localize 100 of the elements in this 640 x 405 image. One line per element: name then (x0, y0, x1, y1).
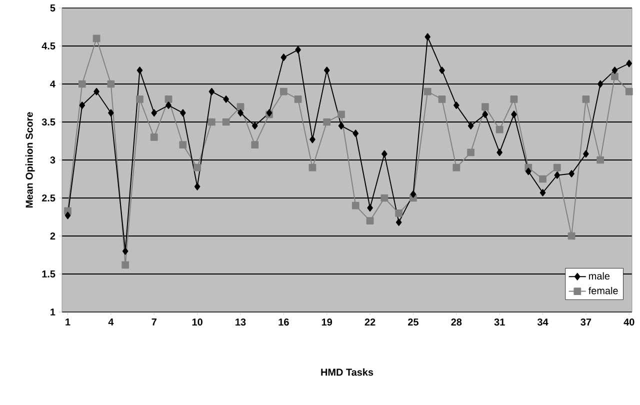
point (107, 80, 115, 88)
point (324, 66, 330, 74)
point (150, 134, 158, 141)
point (294, 96, 302, 103)
y-tick-label: 3.5 (42, 118, 56, 126)
point (554, 172, 560, 179)
point (180, 109, 186, 117)
x-tick-label: 28 (451, 318, 462, 326)
legend-label: female (588, 286, 618, 294)
legend-label: male (589, 272, 610, 280)
point (439, 66, 445, 74)
point (64, 212, 71, 220)
x-tick-label: 4 (108, 318, 114, 326)
point (382, 150, 388, 158)
point (568, 170, 574, 178)
y-tick-label: 5 (50, 4, 56, 12)
point (338, 122, 344, 130)
point (352, 202, 360, 210)
x-tick-label: 34 (537, 318, 548, 326)
point (454, 102, 460, 109)
point (452, 164, 460, 172)
point (122, 248, 128, 255)
y-axis-title: Mean Opinion Score (26, 112, 35, 208)
point (223, 96, 229, 103)
point (208, 88, 215, 96)
point (122, 261, 130, 269)
point (280, 54, 287, 62)
x-tick-label: 7 (152, 318, 156, 326)
y-tick-label: 3 (50, 156, 56, 164)
y-tick-label: 1 (50, 308, 56, 316)
point (496, 148, 502, 156)
point (194, 164, 201, 172)
point (438, 96, 446, 103)
point (238, 109, 244, 117)
point (611, 72, 618, 80)
point (468, 122, 474, 130)
point (136, 66, 143, 74)
point (568, 232, 576, 240)
y-tick-label: 2.5 (42, 194, 56, 202)
point (236, 103, 244, 110)
point (424, 88, 432, 96)
y-tick-label: 2 (50, 232, 56, 240)
point (78, 80, 86, 88)
x-tick-label: 13 (236, 318, 246, 326)
point (583, 150, 589, 158)
point (396, 218, 402, 226)
point (94, 88, 100, 96)
point (308, 164, 316, 172)
point (222, 118, 230, 126)
point (395, 210, 403, 217)
x-axis-title: HMD Tasks (321, 368, 374, 376)
point (295, 46, 301, 54)
point (352, 130, 359, 138)
point (367, 204, 373, 212)
point (482, 103, 489, 110)
point (310, 136, 316, 144)
x-tick-label: 22 (364, 318, 376, 326)
y-tick-label: 4.5 (42, 42, 56, 50)
point (424, 33, 430, 41)
point (179, 141, 187, 148)
point (79, 102, 86, 109)
point (626, 60, 632, 68)
x-tick-label: 37 (580, 318, 592, 326)
point (252, 122, 258, 130)
point (612, 66, 618, 74)
point (151, 109, 158, 117)
point (597, 80, 604, 88)
point (539, 175, 546, 183)
y-tick-label: 4 (50, 80, 56, 88)
point (338, 110, 345, 118)
point (380, 194, 388, 202)
point (596, 156, 604, 164)
point (510, 96, 518, 103)
point (582, 96, 590, 103)
x-tick-label: 40 (624, 318, 634, 326)
point (482, 110, 488, 118)
y-tick-label: 1.5 (42, 270, 56, 278)
point (366, 217, 374, 224)
point (166, 102, 172, 109)
point (525, 168, 532, 176)
x-tick-label: 19 (322, 318, 332, 326)
point (208, 118, 216, 126)
point (540, 188, 546, 196)
point (194, 182, 200, 190)
point (511, 110, 517, 118)
x-tick-label: 10 (192, 318, 202, 326)
x-tick-label: 25 (408, 318, 418, 326)
point (467, 148, 474, 156)
point (136, 96, 144, 103)
point (108, 109, 114, 117)
point (280, 88, 288, 96)
point (164, 96, 172, 103)
x-tick-label: 1 (66, 318, 70, 326)
point (410, 190, 416, 198)
point (625, 88, 633, 96)
point (553, 164, 561, 172)
point (323, 118, 331, 126)
point (496, 126, 504, 134)
x-tick-label: 31 (494, 318, 505, 326)
point (251, 141, 259, 148)
